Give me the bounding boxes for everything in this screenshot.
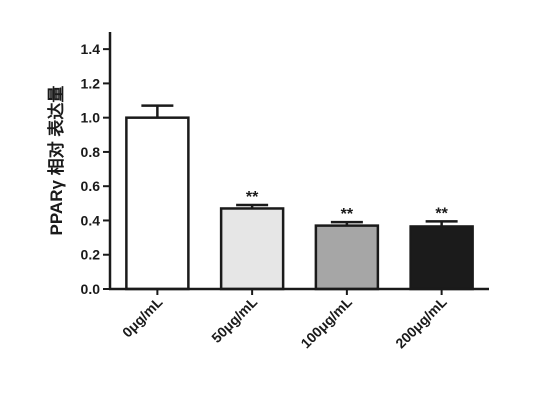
plot-area	[125, 104, 474, 291]
x-tick-label-1: 0μg/mL	[119, 293, 166, 340]
x-tick-label-3: 100μg/mL	[297, 293, 355, 351]
labels: PPARγ 相对 表达量 0μg/mL ** 50μg/mL ** 100μg/mL **…	[46, 41, 450, 351]
y-tick-label-5: 0.8	[81, 144, 101, 160]
significance-label-4: **	[435, 205, 448, 222]
y-tick-label-4: 0.6	[81, 178, 101, 194]
x-tick-label-2: 50μg/mL	[208, 294, 260, 346]
y-tick-label-2: 0.2	[81, 247, 101, 263]
y-axis-label: PPARγ 相对 表达量	[46, 86, 66, 236]
y-tick-label-6: 1.0	[81, 110, 101, 126]
bar-3	[314, 224, 380, 291]
significance-label-3: **	[341, 206, 354, 223]
x-tick-label-4: 200μg/mL	[392, 293, 450, 351]
y-tick-label-8: 1.4	[81, 41, 101, 57]
significance-label-2: **	[246, 189, 259, 206]
bar-2	[219, 207, 285, 291]
y-tick-label-3: 0.4	[81, 212, 101, 228]
y-tick-label-7: 1.2	[81, 75, 101, 91]
bar-1	[125, 116, 190, 291]
bar-4	[409, 225, 474, 291]
y-tick-label-1: 0.0	[81, 281, 101, 297]
axes	[103, 32, 489, 295]
